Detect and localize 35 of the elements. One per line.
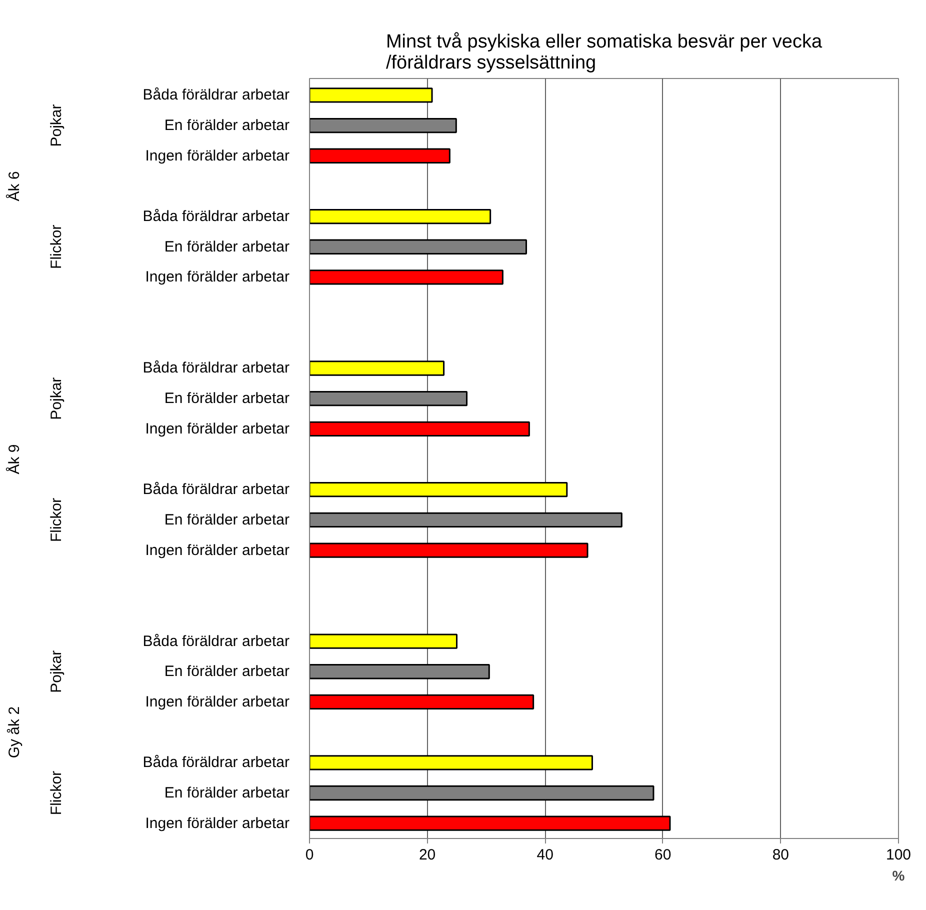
text: Pojkar [48,377,65,420]
y-tick-label: En förälder arbetar [164,390,290,408]
y-tick-label: En förälder arbetar [164,117,290,134]
y-tick-label: Ingen förälder arbetar [145,147,290,164]
y-tick-label: Båda föräldrar arbetar [142,481,290,498]
y-tick-label: Båda föräldrar arbetar [142,86,290,104]
y-tick-label: Ingen förälder arbetar [145,542,290,559]
y-tick-label: Ingen förälder arbetar [145,420,290,438]
x-axis-title: % [892,868,906,884]
chart-title: Minst två psykiska eller somatiska besvär per vecka /föräldrars sysselsättning [386,32,822,74]
y-tick-label: Ingen förälder arbetar [145,693,290,710]
y-tick-label: Båda föräldrar arbetar [142,360,290,377]
y-tick-label: En förälder arbetar [164,238,290,256]
text: Åk 9 [5,444,23,474]
x-tick-label: 80 [772,846,790,864]
text: Flickor [48,770,65,816]
x-tick-label: 20 [418,846,436,864]
y-tick-label: En förälder arbetar [164,784,290,802]
text: Åk 6 [5,171,23,202]
x-tick-label: 40 [536,846,554,864]
y-tick-label: En förälder arbetar [164,663,290,680]
y-tick-label: Båda föräldrar arbetar [142,208,290,226]
x-tick-label: 0 [305,846,314,864]
y-tick-label: Ingen förälder arbetar [145,268,290,286]
text: Flickor [48,498,65,542]
y-tick-label: Båda föräldrar arbetar [142,754,290,772]
text: Pojkar [48,104,65,147]
y-tick-label: Ingen förälder arbetar [145,814,290,832]
x-tick-label: 60 [654,846,672,864]
text: Flickor [48,224,65,269]
text: Pojkar [48,650,65,693]
text: Gy åk 2 [6,706,23,758]
y-tick-label: Båda föräldrar arbetar [142,632,290,650]
y-tick-label: En förälder arbetar [164,511,290,528]
x-tick-label: 100 [886,846,912,864]
